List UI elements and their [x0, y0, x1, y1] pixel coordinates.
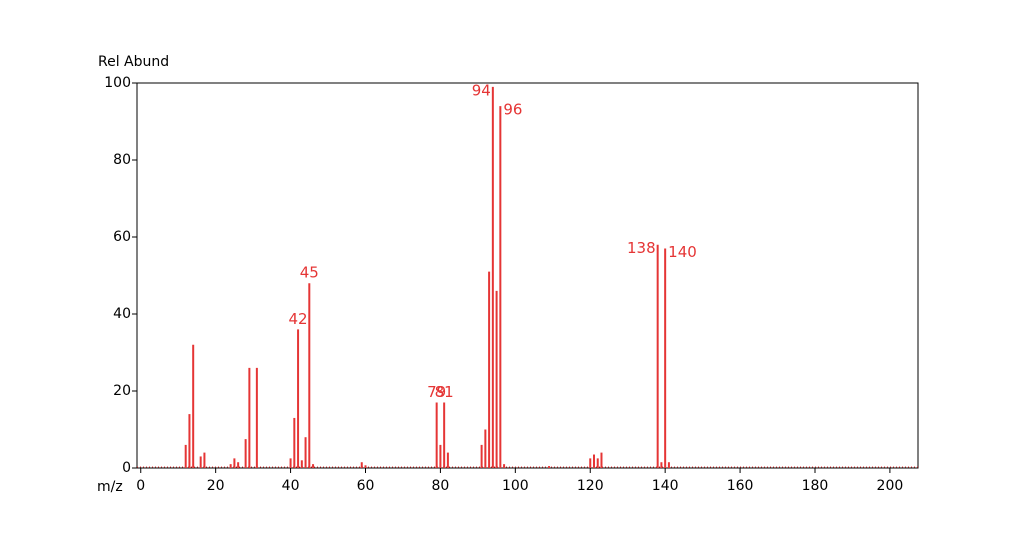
y-tick-label: 40 [113, 306, 131, 322]
peak-label: 140 [668, 243, 697, 261]
x-tick-label: 200 [877, 478, 904, 494]
y-tick-label: 20 [113, 383, 131, 399]
x-tick-label: 120 [577, 478, 604, 494]
peak-label: 45 [300, 264, 319, 282]
peak-label: 81 [435, 383, 454, 401]
peak-label: 79 [427, 383, 446, 401]
x-tick-label: 40 [282, 478, 300, 494]
x-tick-label: 180 [802, 478, 829, 494]
x-tick-label: 100 [502, 478, 529, 494]
x-tick-label: 160 [727, 478, 754, 494]
y-tick-label: 80 [113, 152, 131, 168]
peak-label: 42 [289, 310, 308, 328]
x-tick-label: 80 [431, 478, 449, 494]
y-axis-label: Rel Abund [98, 54, 169, 70]
y-tick-label: 100 [104, 75, 131, 91]
x-tick-label: 60 [357, 478, 375, 494]
x-tick-label: 20 [207, 478, 225, 494]
x-axis-label: m/z [97, 479, 123, 495]
x-tick-label: 0 [136, 478, 145, 494]
y-tick-label: 60 [113, 229, 131, 245]
peak-label: 96 [503, 101, 522, 119]
peak-label: 94 [472, 81, 491, 99]
y-tick-label: 0 [122, 460, 131, 476]
x-tick-label: 140 [652, 478, 679, 494]
plot-frame [136, 82, 919, 469]
peak-label: 138 [627, 239, 656, 257]
